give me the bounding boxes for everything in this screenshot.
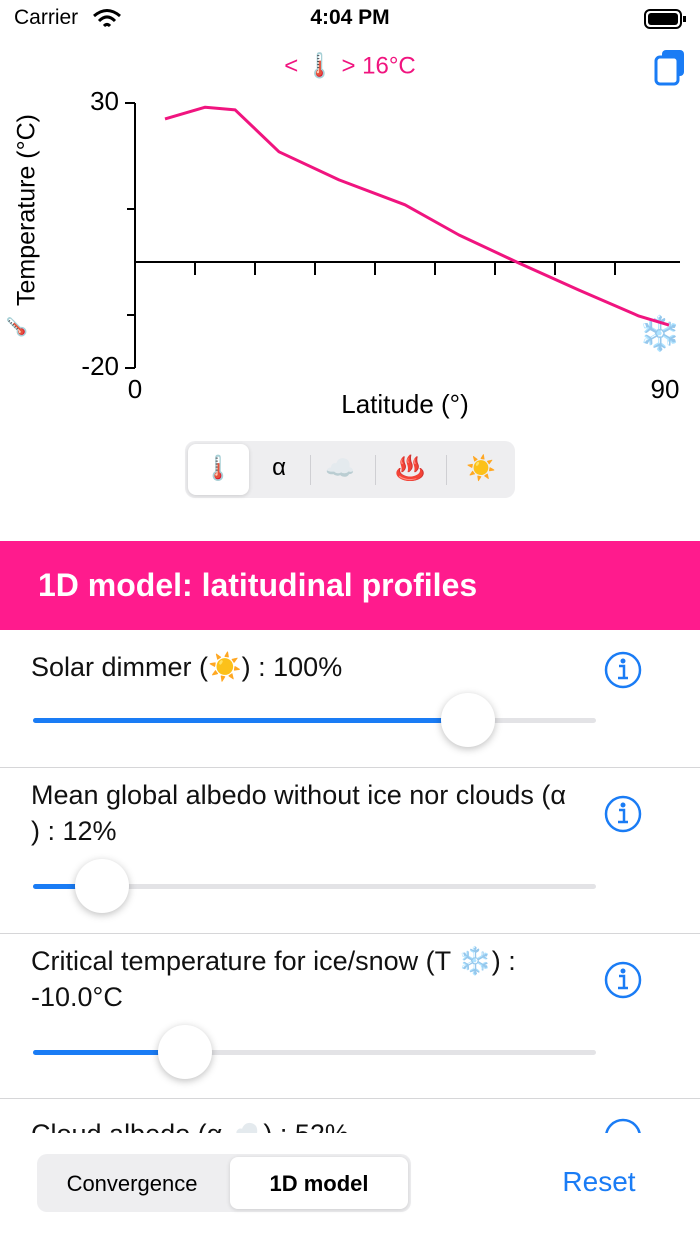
tab[interactable]: α (272, 454, 286, 481)
tab-separator (445, 455, 447, 485)
x-tick-label: 0 (128, 374, 142, 404)
tab[interactable]: ☁️ (325, 455, 355, 482)
mode-selected (230, 1157, 408, 1209)
control-label: Mean global albedo without ice nor cloud… (31, 780, 566, 846)
copy-button[interactable] (654, 48, 688, 86)
tab-separator (309, 455, 311, 485)
tab-selected (188, 444, 249, 495)
x-axis-label: Latitude (°) (341, 389, 468, 419)
info-button[interactable] (603, 650, 643, 690)
y-tick-label: 30 (90, 86, 119, 116)
y-tick-label: -20 (81, 351, 119, 381)
y-axis-icon: 🌡️ (0, 308, 35, 345)
slider[interactable] (33, 693, 596, 747)
wifi-icon (93, 9, 121, 28)
control-label: Cloud albedo (α ☁️) : 52% (31, 1116, 571, 1133)
header-title: 1D model: latitudinal profiles (38, 567, 478, 603)
mode-option[interactable]: Convergence (66, 1171, 198, 1196)
control-item: Mean global albedo without ice nor cloud… (0, 767, 700, 934)
controls-list: Solar dimmer (☀️) : 100% Mean global alb… (0, 631, 700, 1133)
chart: < 🌡️ > 16°C Temperature (°C) 🌡️ Latitude… (0, 51, 681, 419)
tab-separator (375, 455, 376, 485)
control-item: Cloud albedo (α ☁️) : 52% (0, 1098, 700, 1133)
slider[interactable] (33, 859, 596, 913)
tab[interactable]: 🌡️ (203, 455, 233, 482)
control-item: Critical temperature for ice/snow (T ❄️)… (0, 933, 700, 1099)
control-item: Solar dimmer (☀️) : 100% (0, 631, 700, 768)
chart-title: < 🌡️ > 16°C (284, 51, 416, 79)
temperature-line (164, 105, 670, 327)
tab-bar (185, 441, 515, 498)
battery-icon (644, 9, 686, 29)
snow-annotation: ❄️ (639, 314, 681, 353)
mode-switch: Convergence 1D model (37, 1154, 411, 1212)
tab[interactable]: ♨️ (395, 455, 425, 482)
reset-button[interactable]: Reset (562, 1166, 636, 1197)
control-label: Critical temperature for ice/snow (T ❄️)… (31, 946, 516, 1012)
info-button[interactable] (603, 1117, 643, 1133)
info-button[interactable] (603, 794, 643, 834)
carrier: Carrier (14, 6, 79, 29)
y-axis-label: Temperature (°C) (13, 114, 41, 306)
mode-option[interactable]: 1D model (269, 1171, 369, 1196)
header: 1D model: latitudinal profiles (0, 541, 700, 630)
slider[interactable] (33, 1025, 596, 1079)
tab[interactable]: ☀️ (466, 455, 496, 482)
x-tick-label: 90 (651, 374, 680, 404)
time: 4:04 PM (310, 6, 390, 29)
control-label: Solar dimmer (☀️) : 100% (31, 652, 343, 682)
info-button[interactable] (603, 960, 643, 1000)
